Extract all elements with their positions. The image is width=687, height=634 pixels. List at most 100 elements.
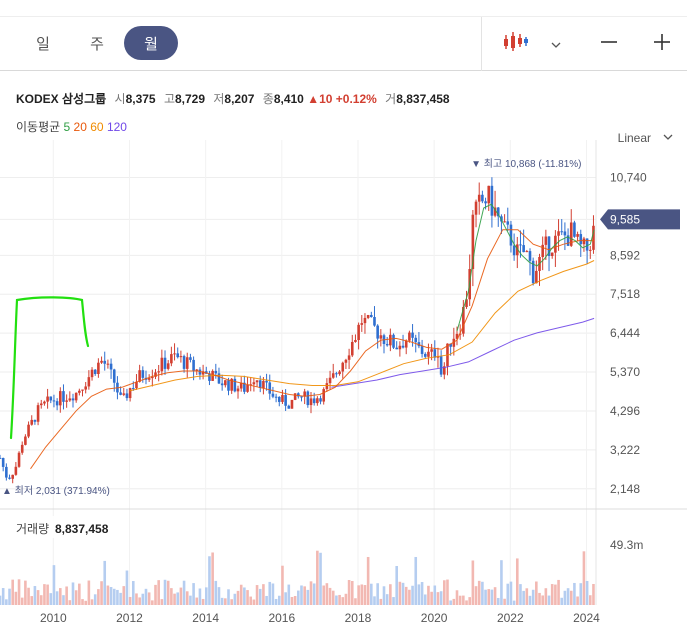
volume-bar bbox=[5, 599, 8, 605]
tab-day[interactable]: 일 bbox=[36, 35, 50, 53]
volume-bar bbox=[11, 579, 14, 605]
candle-body bbox=[20, 444, 24, 453]
candle-body bbox=[550, 252, 554, 256]
candle-body bbox=[306, 391, 310, 406]
candle-body bbox=[135, 381, 138, 389]
volume-bar bbox=[316, 550, 319, 605]
ma-20-label: 20 bbox=[73, 120, 87, 134]
candle-body bbox=[33, 419, 37, 422]
volume-bar bbox=[97, 589, 100, 605]
candle-body bbox=[30, 419, 34, 425]
candle-body bbox=[525, 251, 529, 253]
candle-body bbox=[493, 207, 497, 216]
candle-body bbox=[100, 360, 103, 363]
candle-body bbox=[531, 260, 535, 284]
candle-body bbox=[262, 380, 265, 389]
volume-bar bbox=[490, 589, 494, 605]
volume-bar bbox=[547, 595, 551, 605]
candle-body bbox=[541, 244, 544, 257]
candle-body bbox=[122, 393, 126, 395]
candle-body bbox=[233, 378, 237, 392]
volume-bar bbox=[436, 592, 440, 605]
volume-bar bbox=[455, 590, 459, 605]
candle-body bbox=[544, 236, 548, 245]
volume-bar bbox=[170, 588, 173, 605]
ma60-line bbox=[129, 260, 595, 392]
volume-bar bbox=[420, 582, 424, 605]
volume-bar bbox=[271, 583, 275, 605]
candle-body bbox=[350, 341, 354, 356]
ma120-line bbox=[331, 317, 595, 388]
volume-bar bbox=[446, 579, 449, 605]
volume-bar bbox=[227, 589, 230, 605]
volume-bar bbox=[14, 591, 18, 605]
candle-body bbox=[566, 235, 570, 246]
candle-body bbox=[512, 245, 516, 256]
volume-bar bbox=[24, 580, 27, 605]
volume-bar bbox=[300, 585, 303, 605]
ma-120-label: 120 bbox=[106, 120, 127, 134]
candle-body bbox=[401, 345, 405, 348]
volume-bar bbox=[277, 595, 281, 605]
volume-bar bbox=[246, 590, 249, 605]
volume-bar bbox=[78, 583, 81, 605]
volume-bar bbox=[154, 584, 157, 605]
candle-body bbox=[338, 371, 341, 375]
volume-bar bbox=[138, 597, 141, 605]
candle-body bbox=[395, 347, 398, 350]
volume-bar bbox=[468, 597, 471, 605]
volume-bar bbox=[588, 595, 592, 605]
volume-bar bbox=[303, 586, 306, 605]
volume-bar bbox=[46, 584, 49, 605]
tab-month[interactable]: 월 bbox=[124, 26, 178, 60]
volume-bar bbox=[208, 556, 211, 605]
zoom-out-button[interactable] bbox=[581, 17, 637, 71]
volume-bar bbox=[239, 584, 243, 605]
candle-body bbox=[585, 238, 589, 251]
volume-bar bbox=[414, 556, 418, 605]
candle-body bbox=[246, 384, 249, 392]
candle-body bbox=[331, 373, 335, 378]
volume-bar bbox=[211, 552, 214, 605]
hand-drawn-annotation bbox=[9, 296, 90, 440]
volume-bar bbox=[500, 560, 503, 605]
ma-5-label: 5 bbox=[63, 120, 71, 134]
volume-bar bbox=[439, 591, 443, 605]
candle-body bbox=[411, 332, 414, 338]
candle-body bbox=[481, 194, 484, 202]
scale-mode-selector[interactable]: Linear bbox=[617, 131, 651, 145]
volume-bar bbox=[462, 595, 465, 605]
chart-type-button[interactable] bbox=[481, 17, 581, 71]
volume-bar bbox=[204, 587, 208, 605]
candle-body bbox=[182, 356, 186, 369]
candle-body bbox=[316, 398, 319, 404]
volume-bar bbox=[528, 595, 532, 605]
candle-body bbox=[484, 201, 487, 204]
low-annotation: ▲ 최저 2,031 (371.94%) bbox=[2, 485, 110, 497]
volume-bar bbox=[385, 594, 389, 605]
volume-bar bbox=[477, 580, 481, 605]
candle-body bbox=[417, 342, 421, 347]
candle-body bbox=[490, 185, 494, 216]
zoom-in-button[interactable] bbox=[637, 17, 687, 71]
ohlc-info: KODEX 삼성그룹 시8,375 고8,729 저8,207 종8,410 ▲… bbox=[16, 90, 450, 107]
volume-bar bbox=[284, 592, 287, 605]
volume-bar bbox=[398, 581, 402, 605]
candle-body bbox=[192, 359, 195, 371]
volume-bar bbox=[471, 560, 475, 605]
volume-bar bbox=[0, 595, 2, 605]
candle-body bbox=[319, 398, 322, 402]
volume-bar bbox=[112, 588, 116, 605]
volume-bar bbox=[106, 585, 110, 605]
tab-week[interactable]: 주 bbox=[90, 35, 104, 53]
volume-bar bbox=[392, 597, 395, 605]
candle-body bbox=[341, 362, 345, 372]
candle-body bbox=[376, 325, 379, 339]
volume-bar bbox=[74, 590, 78, 605]
candle-body bbox=[14, 466, 18, 475]
candle-body bbox=[52, 400, 56, 402]
volume-bar bbox=[262, 584, 265, 605]
candle-body bbox=[170, 354, 173, 364]
volume-bar bbox=[274, 598, 278, 605]
